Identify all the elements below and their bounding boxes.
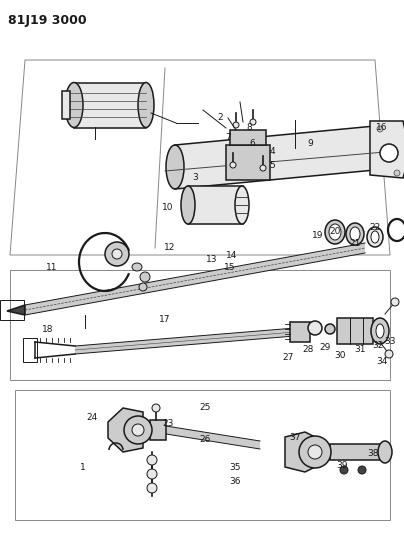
Ellipse shape [329,224,341,240]
Ellipse shape [65,83,83,127]
Circle shape [147,455,157,465]
Circle shape [391,298,399,306]
Text: 35: 35 [229,464,241,472]
Text: 38: 38 [367,448,379,457]
Circle shape [147,469,157,479]
Text: 16: 16 [376,124,388,133]
Circle shape [230,162,236,168]
Text: 9: 9 [307,139,313,148]
Text: 17: 17 [159,316,171,325]
Text: 22: 22 [369,223,381,232]
Ellipse shape [132,263,142,271]
Ellipse shape [181,186,195,224]
Circle shape [377,126,383,132]
Text: 20: 20 [329,228,341,237]
Text: 10: 10 [162,204,174,213]
Text: 1: 1 [80,464,86,472]
Circle shape [260,165,266,171]
Circle shape [299,436,331,468]
Polygon shape [230,130,266,145]
Text: 23: 23 [162,418,174,427]
Text: 24: 24 [86,414,98,423]
Text: 12: 12 [164,244,176,253]
Polygon shape [166,426,260,449]
Circle shape [340,466,348,474]
Circle shape [385,350,393,358]
Text: 4: 4 [269,148,275,157]
Text: 5: 5 [269,160,275,169]
Circle shape [147,483,157,493]
Circle shape [394,170,400,176]
Polygon shape [226,145,270,180]
Text: 19: 19 [312,231,324,240]
Text: 13: 13 [206,255,218,264]
Text: 21: 21 [349,239,361,248]
Ellipse shape [378,441,392,463]
Circle shape [112,249,122,259]
Polygon shape [25,243,365,315]
FancyBboxPatch shape [188,186,243,224]
Text: 32: 32 [372,341,384,350]
Polygon shape [175,126,375,189]
Text: 8: 8 [246,124,252,133]
Text: 26: 26 [199,435,211,445]
Circle shape [139,283,147,291]
Polygon shape [108,408,143,452]
FancyBboxPatch shape [290,322,310,342]
Ellipse shape [350,227,360,241]
Text: 36: 36 [229,478,241,487]
Ellipse shape [138,83,154,127]
Polygon shape [285,432,315,472]
Ellipse shape [346,223,364,245]
Circle shape [140,272,150,282]
Text: 27: 27 [282,353,294,362]
Circle shape [250,119,256,125]
Text: 18: 18 [42,326,54,335]
Text: 29: 29 [319,343,331,352]
FancyBboxPatch shape [330,444,385,460]
Ellipse shape [371,231,379,243]
FancyBboxPatch shape [150,420,166,440]
Circle shape [124,416,152,444]
Polygon shape [62,91,70,119]
Circle shape [308,445,322,459]
Ellipse shape [376,324,384,338]
FancyBboxPatch shape [74,83,146,128]
Text: 33: 33 [384,337,396,346]
Circle shape [380,144,398,162]
Text: 3: 3 [192,173,198,182]
Text: 15: 15 [224,263,236,272]
Circle shape [132,424,144,436]
Ellipse shape [371,318,389,344]
Circle shape [308,321,322,335]
Ellipse shape [367,227,383,247]
Text: 81J19 3000: 81J19 3000 [8,14,86,27]
Polygon shape [337,318,373,344]
Text: 25: 25 [199,403,211,413]
Circle shape [358,466,366,474]
Ellipse shape [166,145,184,189]
Text: 6: 6 [249,139,255,148]
Text: 7: 7 [225,133,231,142]
Text: 30: 30 [334,351,346,359]
Text: 28: 28 [302,345,314,354]
Polygon shape [7,305,25,315]
Polygon shape [370,121,404,178]
Text: 11: 11 [46,263,58,272]
Ellipse shape [325,220,345,244]
Polygon shape [75,328,295,354]
Text: 31: 31 [354,345,366,354]
Text: 34: 34 [376,358,388,367]
Circle shape [233,122,239,128]
Text: 37: 37 [289,432,301,441]
Circle shape [105,242,129,266]
Text: 14: 14 [226,251,238,260]
Circle shape [325,324,335,334]
Ellipse shape [235,186,249,224]
Circle shape [152,404,160,412]
Text: 2: 2 [217,114,223,123]
Text: 39: 39 [336,461,348,470]
